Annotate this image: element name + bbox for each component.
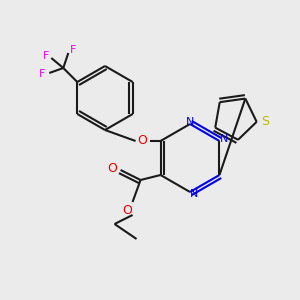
Text: S: S bbox=[261, 115, 269, 128]
Text: O: O bbox=[123, 203, 133, 217]
Text: O: O bbox=[138, 134, 148, 148]
Text: N: N bbox=[186, 117, 194, 127]
Text: F: F bbox=[70, 45, 76, 55]
Text: F: F bbox=[43, 51, 50, 61]
Text: O: O bbox=[108, 163, 118, 176]
Text: F: F bbox=[39, 69, 46, 79]
Text: N: N bbox=[190, 189, 198, 199]
Text: N: N bbox=[220, 134, 229, 144]
